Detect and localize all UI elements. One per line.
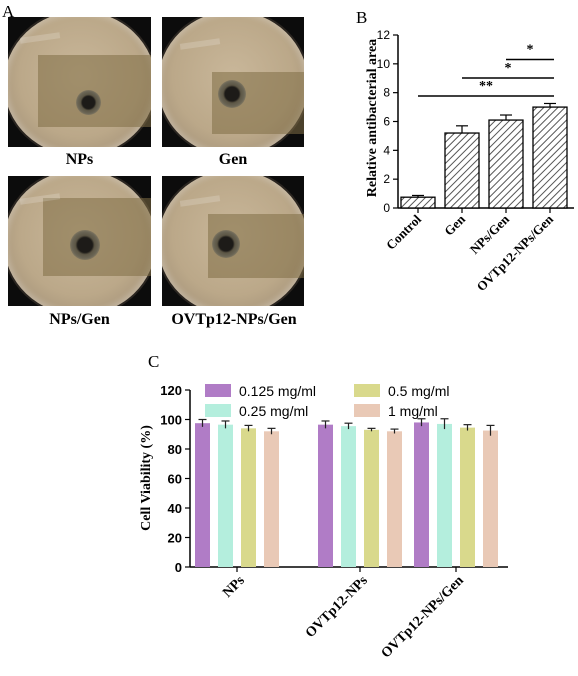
chart-c-bar bbox=[483, 430, 498, 567]
chart-b-y-tick-label: 2 bbox=[383, 172, 390, 186]
plate-photo-nps bbox=[8, 17, 151, 147]
chart-c-legend-label: 1 mg/ml bbox=[388, 403, 438, 419]
chart-b-bar bbox=[444, 132, 480, 209]
panel-a-letter: A bbox=[2, 2, 15, 21]
chart-c-ylabel: Cell Viability (%) bbox=[139, 425, 154, 531]
chart-c-y-tick-label: 100 bbox=[160, 413, 182, 428]
chart-c-legend-label: 0.5 mg/ml bbox=[388, 383, 449, 399]
chart-c-legend-label: 0.125 mg/ml bbox=[239, 383, 316, 399]
plate-photo-gen bbox=[162, 17, 304, 147]
chart-c-bar bbox=[241, 428, 256, 567]
plate-label-ovtp12-nps-gen: OVTp12-NPs/Gen bbox=[171, 311, 297, 328]
chart-c-bar bbox=[195, 423, 210, 567]
chart-b-significance-label: ** bbox=[479, 79, 493, 94]
chart-c-y-tick-label: 40 bbox=[168, 501, 182, 516]
chart-b-y-tick-label: 0 bbox=[383, 201, 390, 215]
chart-c-y-tick-label: 120 bbox=[160, 383, 182, 398]
chart-c-bar bbox=[364, 429, 379, 567]
chart-c-y-tick-label: 80 bbox=[168, 442, 182, 457]
chart-c-y-tick-label: 0 bbox=[175, 560, 182, 575]
panel-b-letter: B bbox=[356, 8, 368, 27]
panel-c-letter: C bbox=[148, 352, 160, 371]
chart-c-bar bbox=[387, 431, 402, 567]
chart-c-legend-label: 0.25 mg/ml bbox=[239, 403, 308, 419]
chart-b-y-tick-label: 10 bbox=[377, 57, 391, 71]
chart-c-bar bbox=[460, 427, 475, 567]
chart-c-x-tick-label: OVTp12-NPs/Gen bbox=[379, 573, 467, 661]
chart-c-bar bbox=[414, 422, 429, 567]
chart-b-significance-label: * bbox=[527, 43, 534, 58]
chart-b-y-tick-label: 6 bbox=[383, 115, 390, 129]
chart-c-bar bbox=[341, 426, 356, 567]
chart-c-bar bbox=[218, 424, 233, 567]
chart-b-bar bbox=[532, 106, 568, 209]
chart-c-bar bbox=[264, 431, 279, 567]
plate-photo-ovtp12-nps-gen bbox=[162, 176, 304, 306]
chart-c-x-tick-label: NPs bbox=[220, 573, 248, 601]
chart-b-significance-label: * bbox=[505, 61, 512, 76]
chart-c-y-tick-label: 20 bbox=[168, 531, 182, 546]
plate-photo-nps-gen bbox=[8, 176, 151, 306]
chart-b-y-tick-label: 4 bbox=[383, 143, 390, 157]
chart-c-legend-swatch bbox=[205, 404, 231, 417]
chart-c-y-tick-label: 60 bbox=[168, 472, 182, 487]
chart-c-legend-swatch bbox=[354, 384, 380, 397]
chart-c-bar bbox=[318, 424, 333, 567]
chart-c-legend-swatch bbox=[354, 404, 380, 417]
chart-c-bar bbox=[437, 423, 452, 567]
plate-label-nps-gen: NPs/Gen bbox=[49, 311, 110, 328]
chart-c-legend-swatch bbox=[205, 384, 231, 397]
chart-b-ylabel: Relative antibacterial area bbox=[365, 39, 380, 197]
chart-b-y-tick-label: 8 bbox=[383, 86, 390, 100]
chart-c-x-tick-label: OVTp12-NPs bbox=[303, 573, 371, 641]
plate-label-gen: Gen bbox=[218, 151, 248, 168]
chart-b-y-tick-label: 12 bbox=[377, 28, 391, 42]
plate-label-nps: NPs bbox=[65, 151, 94, 168]
